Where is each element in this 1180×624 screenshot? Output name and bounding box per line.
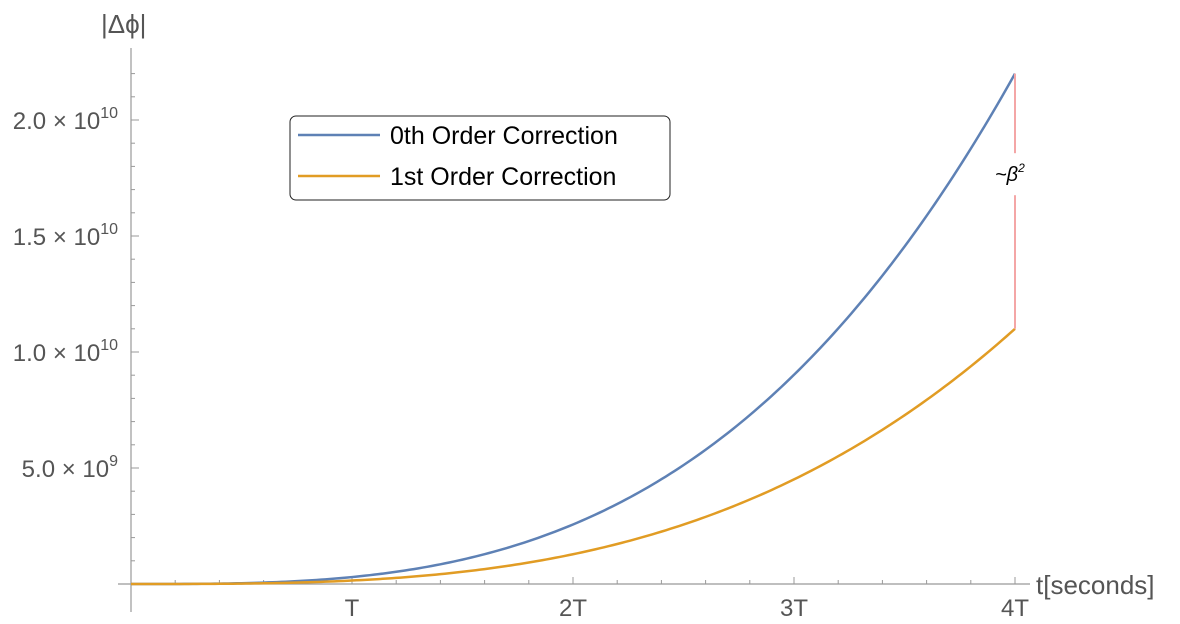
legend-label-1st-order: 1st Order Correction (390, 163, 616, 191)
y-tick-exponent: 10 (100, 337, 118, 354)
x-tick-label: T (345, 595, 360, 622)
annotation: ~β2 (993, 73, 1037, 329)
y-tick-mantissa: 5.0 × 10 (22, 456, 109, 483)
x-tick-label: 4T (1001, 595, 1029, 622)
legend-label-0th-order: 0th Order Correction (390, 122, 618, 150)
y-tick-label: 2.0 × 1010 (13, 105, 118, 135)
y-tick-label: 1.5 × 1010 (13, 221, 118, 251)
y-tick-label: 5.0 × 109 (22, 453, 118, 483)
annotation-superscript: 2 (1017, 161, 1025, 175)
legend: 0th Order Correction 1st Order Correctio… (289, 115, 671, 201)
y-tick-label: 1.0 × 1010 (13, 337, 118, 367)
x-ticks: T 2T 3T 4T (174, 577, 1029, 622)
y-tick-exponent: 9 (109, 453, 118, 470)
y-tick-exponent: 10 (100, 221, 118, 238)
annotation-text: ~β2 (995, 161, 1025, 186)
series-layer (131, 72, 1017, 586)
annotation-background (993, 153, 1037, 196)
legend-box (289, 115, 671, 201)
x-axis-label: t[seconds] (1036, 570, 1155, 600)
y-tick-mantissa: 2.0 × 10 (13, 108, 100, 135)
y-tick-mantissa: 1.0 × 10 (13, 340, 100, 367)
x-tick-label: 3T (780, 595, 808, 622)
y-axis-label: |Δϕ| (101, 9, 146, 39)
annotation-base: ~β (995, 164, 1018, 186)
series-line-1 (131, 327, 1016, 586)
y-tick-mantissa: 1.5 × 10 (13, 224, 100, 251)
x-tick-label: 2T (559, 595, 587, 622)
y-tick-exponent: 10 (100, 105, 118, 122)
